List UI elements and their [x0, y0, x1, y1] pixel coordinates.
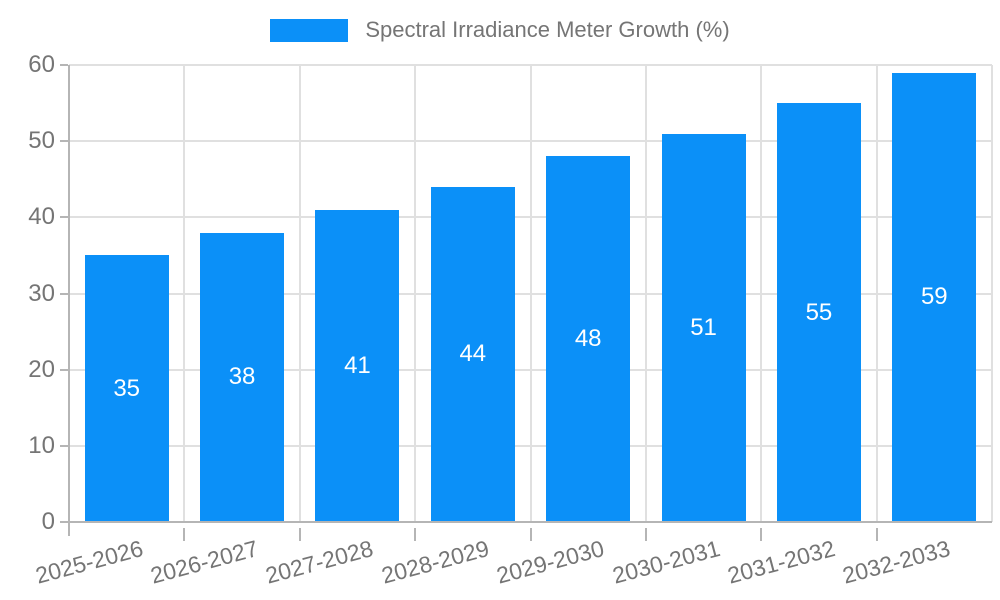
gridline-vertical [991, 65, 993, 522]
bar-value-label: 55 [805, 298, 833, 326]
x-tick-mark [760, 528, 763, 541]
gridline-vertical [183, 65, 186, 522]
x-tick-mark [414, 528, 417, 541]
y-tick-label: 30 [28, 279, 55, 307]
bar[interactable]: 38 [200, 232, 285, 522]
x-tick-mark [298, 528, 301, 541]
y-tick-mark [60, 64, 68, 66]
y-tick-label: 0 [41, 508, 55, 535]
bar[interactable]: 51 [661, 133, 746, 522]
bar[interactable]: 55 [776, 103, 861, 522]
gridline-vertical [644, 65, 647, 522]
bar-value-label: 44 [459, 340, 487, 368]
x-tick-mark [529, 528, 532, 541]
gridline-vertical [875, 65, 878, 522]
y-tick-mark [60, 368, 68, 371]
y-tick-mark [60, 216, 68, 219]
gridline-vertical [298, 65, 301, 522]
y-tick-label: 40 [28, 203, 55, 231]
gridline-vertical [760, 65, 763, 522]
y-tick-label: 50 [28, 127, 55, 155]
bar-value-label: 48 [574, 325, 602, 353]
bar-value-label: 51 [690, 313, 717, 341]
legend[interactable]: Spectral Irradiance Meter Growth (%) [0, 17, 1000, 43]
x-tick-mark [183, 528, 186, 541]
y-tick-mark [60, 444, 68, 447]
y-tick-mark [60, 140, 68, 143]
plot-area: 35 38 41 44 48 51 55 59 [69, 64, 993, 522]
gridline-vertical [529, 65, 532, 522]
bar-value-label: 38 [228, 363, 256, 391]
y-axis-line [68, 65, 70, 536]
legend-label: Spectral Irradiance Meter Growth (%) [365, 17, 730, 42]
y-tick-mark [60, 521, 68, 523]
y-tick-label: 60 [28, 51, 55, 78]
bar[interactable]: 59 [892, 72, 977, 522]
bar[interactable]: 44 [430, 186, 515, 522]
gridline-vertical [414, 65, 417, 522]
y-tick-label: 20 [28, 355, 55, 383]
legend-swatch-icon [270, 18, 349, 42]
bar[interactable]: 35 [84, 255, 169, 522]
bar-value-label: 35 [113, 374, 141, 402]
bar-value-label: 41 [344, 351, 371, 379]
x-tick-mark [644, 528, 647, 541]
bar-value-label: 59 [920, 283, 948, 311]
x-axis-line [69, 521, 992, 523]
bar[interactable]: 48 [546, 156, 631, 522]
bar[interactable]: 41 [315, 209, 400, 522]
y-tick-mark [60, 292, 68, 295]
y-tick-label: 10 [28, 431, 55, 459]
x-tick-mark [875, 528, 878, 541]
